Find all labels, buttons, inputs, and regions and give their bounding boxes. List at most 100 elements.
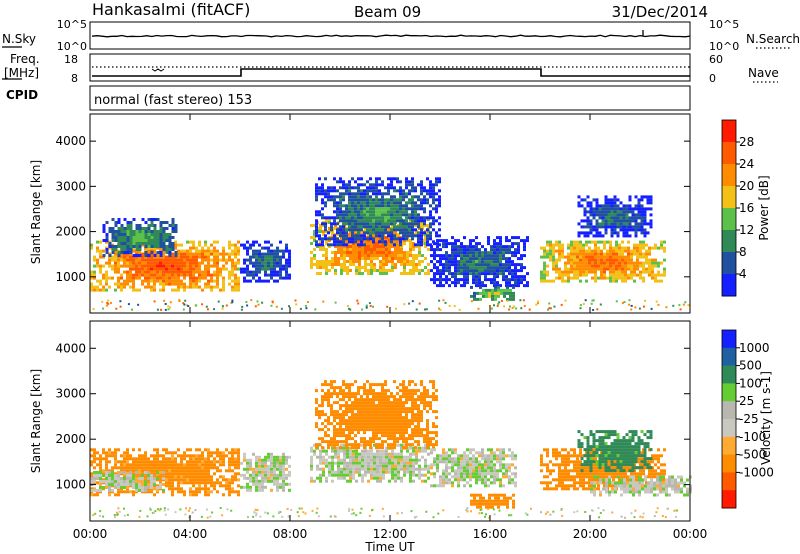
- heatmap-cell: [421, 449, 424, 453]
- heatmap-cell: [481, 266, 484, 270]
- heatmap-cell: [573, 243, 576, 247]
- heatmap-cell: [111, 230, 115, 233]
- heatmap-cell: [339, 389, 342, 393]
- heatmap-cell: [339, 434, 342, 438]
- heatmap-cell: [276, 479, 279, 483]
- heatmap-cell: [180, 261, 183, 265]
- heatmap-cell: [624, 270, 627, 274]
- heatmap-cell: [646, 207, 650, 211]
- heatmap-cell: [340, 458, 343, 462]
- heatmap-cell: [325, 260, 328, 263]
- heatmap-cell: [517, 263, 520, 267]
- heatmap-cell: [478, 248, 481, 252]
- heatmap-cell: [153, 466, 156, 470]
- heatmap-cell: [582, 258, 585, 262]
- heatmap-cell: [508, 266, 511, 270]
- heatmap-cell: [252, 473, 255, 477]
- heatmap-cell: [231, 299, 234, 302]
- heatmap-cell: [331, 467, 334, 471]
- heatmap-cell: [147, 249, 150, 253]
- heatmap-cell: [682, 303, 685, 306]
- heatmap-cell: [439, 248, 442, 252]
- heatmap-cell: [619, 225, 623, 229]
- heatmap-cell: [102, 480, 105, 483]
- heatmap-cell: [249, 273, 252, 277]
- heatmap-cell: [511, 260, 514, 264]
- heatmap-cell: [144, 454, 147, 458]
- heatmap-cell: [210, 273, 213, 277]
- heatmap-cell: [421, 269, 424, 272]
- heatmap-cell: [333, 410, 336, 414]
- heatmap-cell: [406, 254, 409, 257]
- heatmap-cell: [288, 482, 291, 486]
- heatmap-cell: [105, 221, 109, 224]
- heatmap-cell: [195, 285, 198, 289]
- heatmap-cell: [382, 248, 385, 251]
- heatmap-cell: [384, 192, 387, 196]
- heatmap-cell: [478, 260, 481, 264]
- heatmap-cell: [174, 279, 177, 283]
- heatmap-cell: [336, 240, 339, 244]
- heatmap-cell: [570, 270, 573, 274]
- heatmap-cell: [385, 446, 388, 450]
- heatmap-cell: [420, 228, 423, 232]
- heatmap-cell: [147, 486, 150, 489]
- heatmap-cell: [165, 282, 168, 286]
- heatmap-cell: [408, 207, 411, 211]
- nsearch-label: N.Search: [746, 32, 800, 46]
- heatmap-cell: [463, 272, 466, 276]
- heatmap-cell: [346, 245, 349, 248]
- heatmap-cell: [339, 407, 342, 411]
- heatmap-cell: [496, 260, 499, 264]
- heatmap-cell: [90, 243, 93, 247]
- heatmap-cell: [357, 389, 360, 393]
- heatmap-cell: [388, 467, 391, 471]
- heatmap-cell: [502, 272, 505, 276]
- heatmap-cell: [153, 254, 157, 257]
- heatmap-cell: [625, 216, 629, 220]
- heatmap-cell: [243, 485, 246, 489]
- heatmap-cell: [393, 177, 396, 181]
- heatmap-cell: [120, 469, 123, 473]
- heatmap-cell: [454, 275, 457, 279]
- heatmap-cell: [469, 269, 472, 273]
- heatmap-cell: [523, 305, 526, 307]
- heatmap-cell: [400, 251, 403, 254]
- heatmap-cell: [285, 270, 288, 274]
- heatmap-cell: [625, 213, 629, 217]
- heatmap-cell: [381, 201, 384, 205]
- heatmap-cell: [373, 458, 376, 462]
- heatmap-cell: [426, 201, 429, 205]
- heatmap-cell: [345, 383, 348, 387]
- heatmap-cell: [102, 264, 105, 268]
- heatmap-cell: [364, 245, 367, 248]
- heatmap-cell: [406, 263, 409, 266]
- cpid-label: CPID: [6, 88, 38, 102]
- heatmap-cell: [387, 210, 390, 214]
- heatmap-cell: [508, 278, 511, 282]
- heatmap-cell: [252, 249, 255, 253]
- heatmap-cell: [282, 458, 285, 462]
- heatmap-cell: [357, 216, 360, 220]
- heatmap-cell: [388, 479, 391, 483]
- heatmap-cell: [342, 213, 345, 217]
- heatmap-cell: [376, 473, 379, 477]
- heatmap-cell: [219, 460, 222, 464]
- heatmap-cell: [517, 278, 520, 282]
- heatmap-cell: [603, 246, 606, 250]
- heatmap-cell: [412, 458, 415, 462]
- heatmap-cell: [345, 210, 348, 214]
- heatmap-cell: [333, 446, 336, 450]
- heatmap-cell: [192, 457, 195, 461]
- heatmap-cell: [435, 207, 438, 211]
- heatmap-cell: [589, 228, 593, 232]
- heatmap-cell: [505, 263, 508, 267]
- heatmap-cell: [648, 249, 651, 253]
- heatmap-cell: [427, 464, 430, 468]
- heatmap-cell: [592, 225, 596, 229]
- heatmap-cell: [213, 308, 215, 311]
- heatmap-cell: [411, 237, 414, 241]
- heatmap-cell: [99, 240, 102, 244]
- heatmap-cell: [627, 261, 630, 265]
- heatmap-cell: [376, 479, 379, 483]
